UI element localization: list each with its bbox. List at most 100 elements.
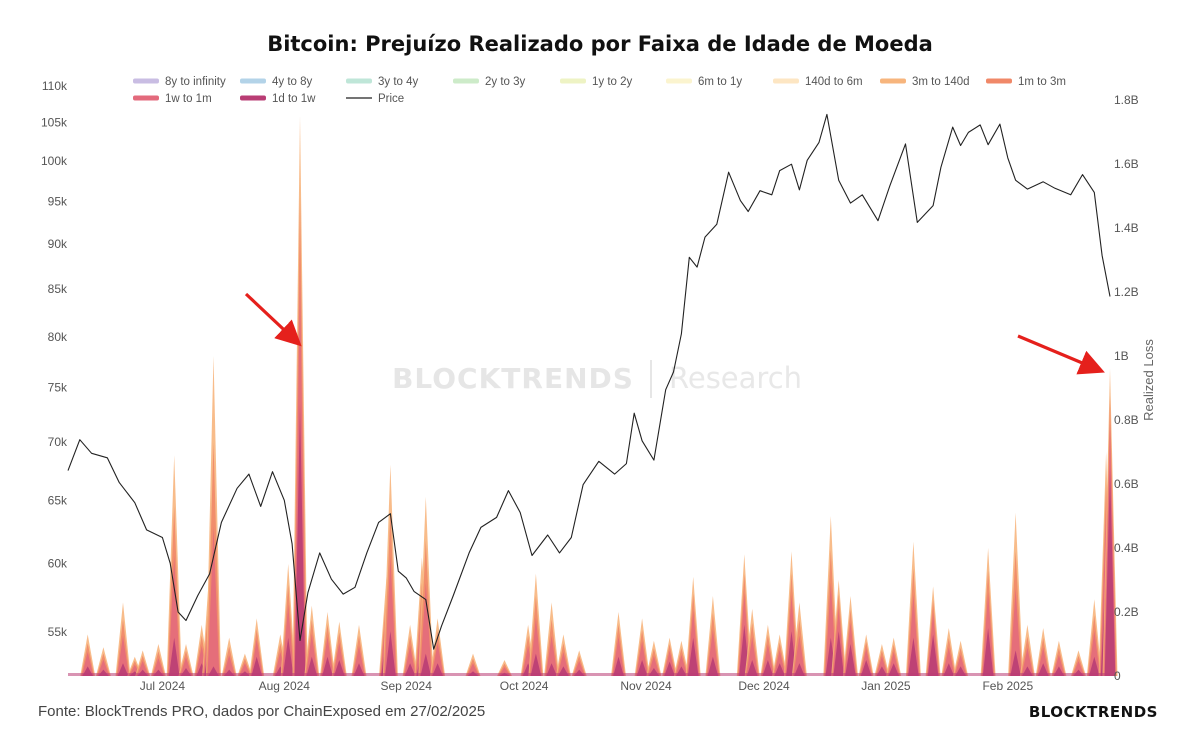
loss-spike <box>773 650 786 676</box>
loss-spike <box>927 634 939 676</box>
x-tick-label: Oct 2024 <box>500 679 549 693</box>
loss-spike <box>1037 663 1049 676</box>
y-right-tick-label: 0.6B <box>1114 477 1139 491</box>
loss-spike <box>168 555 180 676</box>
y-right-tick-label: 1.2B <box>1114 285 1139 299</box>
loss-spike <box>545 635 558 676</box>
y-left-tick-label: 80k <box>48 330 68 344</box>
loss-spike <box>687 637 699 676</box>
legend-item: 3y to 4y <box>346 76 419 88</box>
annotation-arrows <box>244 292 1105 375</box>
y-right-tick-label: 0.8B <box>1114 413 1139 427</box>
watermark-right: Research <box>669 361 802 395</box>
x-tick-label: Aug 2024 <box>259 679 311 693</box>
x-tick-label: Jul 2024 <box>140 679 186 693</box>
legend-swatch <box>346 78 372 84</box>
loss-spike <box>404 645 416 676</box>
legend-item: 6m to 1y <box>666 76 742 88</box>
watermark-left: BLOCKTRENDS <box>392 362 634 395</box>
y-right-tick-label: 0.4B <box>1114 541 1139 555</box>
legend: 8y to infinity 4y to 8y 3y to 4y 2y to 3y 1y… <box>133 76 1066 105</box>
loss-spike <box>1072 661 1085 676</box>
legend-swatch <box>240 95 266 101</box>
loss-spike <box>942 647 955 676</box>
loss-spike <box>546 663 557 676</box>
loss-spike <box>180 657 192 676</box>
loss-spike <box>467 663 479 676</box>
y-right-tick-label: 1.4B <box>1114 221 1139 235</box>
loss-spike <box>117 635 129 676</box>
legend-label: 1m to 3m <box>1018 76 1066 88</box>
legend-label: 8y to infinity <box>165 76 226 88</box>
loss-spike <box>648 655 660 676</box>
loss-spike <box>385 631 396 676</box>
watermark: BLOCKTRENDS Research <box>392 360 802 398</box>
loss-spike <box>1088 630 1101 676</box>
loss-spike <box>97 659 110 676</box>
loss-spike <box>117 663 129 676</box>
loss-spike <box>876 656 888 676</box>
y-left-tick-label: 55k <box>48 625 68 639</box>
axes: Jul 2024 Aug 2024 Sep 2024 Oct 2024 Nov 2024… <box>41 79 1156 693</box>
loss-spike <box>612 636 625 676</box>
footer-source: Fonte: BlockTrends PRO, dados por ChainE… <box>38 703 486 720</box>
y-left-tick-label: 65k <box>48 493 68 507</box>
loss-spike <box>888 663 899 676</box>
legend-swatch <box>880 78 906 84</box>
loss-areas <box>68 116 1118 676</box>
loss-spike <box>636 660 648 676</box>
arrow-february <box>1017 334 1105 375</box>
x-tick-label: Nov 2024 <box>620 679 672 693</box>
y-right-tick-label: 0 <box>1114 669 1121 683</box>
loss-spike <box>530 617 542 676</box>
loss-spike <box>1037 647 1049 676</box>
loss-spike <box>322 656 333 676</box>
legend-label: 4y to 8y <box>272 76 313 88</box>
legend-item: 3m to 140d <box>880 76 970 88</box>
loss-spike <box>223 655 236 676</box>
x-tick-label: Sep 2024 <box>381 679 433 693</box>
loss-spike <box>860 660 872 676</box>
y-left-tick-label: 95k <box>48 194 68 208</box>
y-left-tick-label: 100k <box>41 154 68 168</box>
loss-spike <box>762 660 774 676</box>
price-line <box>67 113 1111 650</box>
legend-item: 140d to 6m <box>773 76 863 88</box>
legend-label: 2y to 3y <box>485 76 526 88</box>
loss-spike <box>557 652 570 676</box>
loss-spike <box>982 628 994 676</box>
legend-item: 4y to 8y <box>240 76 313 88</box>
loss-spike <box>152 658 165 676</box>
loss-spike <box>333 642 346 676</box>
y-left-tick-label: 60k <box>48 556 68 570</box>
loss-spike <box>530 653 542 676</box>
loss-spike <box>1089 656 1100 676</box>
legend-swatch <box>666 78 692 84</box>
loss-spike <box>746 660 758 676</box>
price-series-line <box>67 113 1111 650</box>
loss-spike <box>1009 588 1022 676</box>
y-left-tick-label: 75k <box>48 381 68 395</box>
loss-spike <box>794 663 805 676</box>
y-right-tick-label: 1B <box>1114 349 1129 363</box>
y-right-tick-label: 1.6B <box>1114 157 1139 171</box>
legend-item: 2y to 3y <box>453 76 526 88</box>
loss-spike <box>707 656 719 676</box>
legend-label: 3m to 140d <box>912 76 970 88</box>
loss-spike <box>168 637 180 676</box>
loss-spike <box>573 661 585 676</box>
arrow-august <box>244 292 302 347</box>
legend-swatch <box>133 78 159 84</box>
loss-spike <box>954 654 967 676</box>
loss-spike <box>746 637 758 676</box>
loss-spike <box>793 635 806 676</box>
legend-label: 1w to 1m <box>165 93 212 105</box>
loss-spike <box>321 636 334 676</box>
loss-spike <box>707 629 719 676</box>
x-tick-label: Feb 2025 <box>982 679 1033 693</box>
loss-spike <box>636 641 648 676</box>
legend-label: 1d to 1w <box>272 93 316 105</box>
legend-item: 8y to infinity <box>133 76 226 88</box>
legend-swatch <box>560 78 586 84</box>
